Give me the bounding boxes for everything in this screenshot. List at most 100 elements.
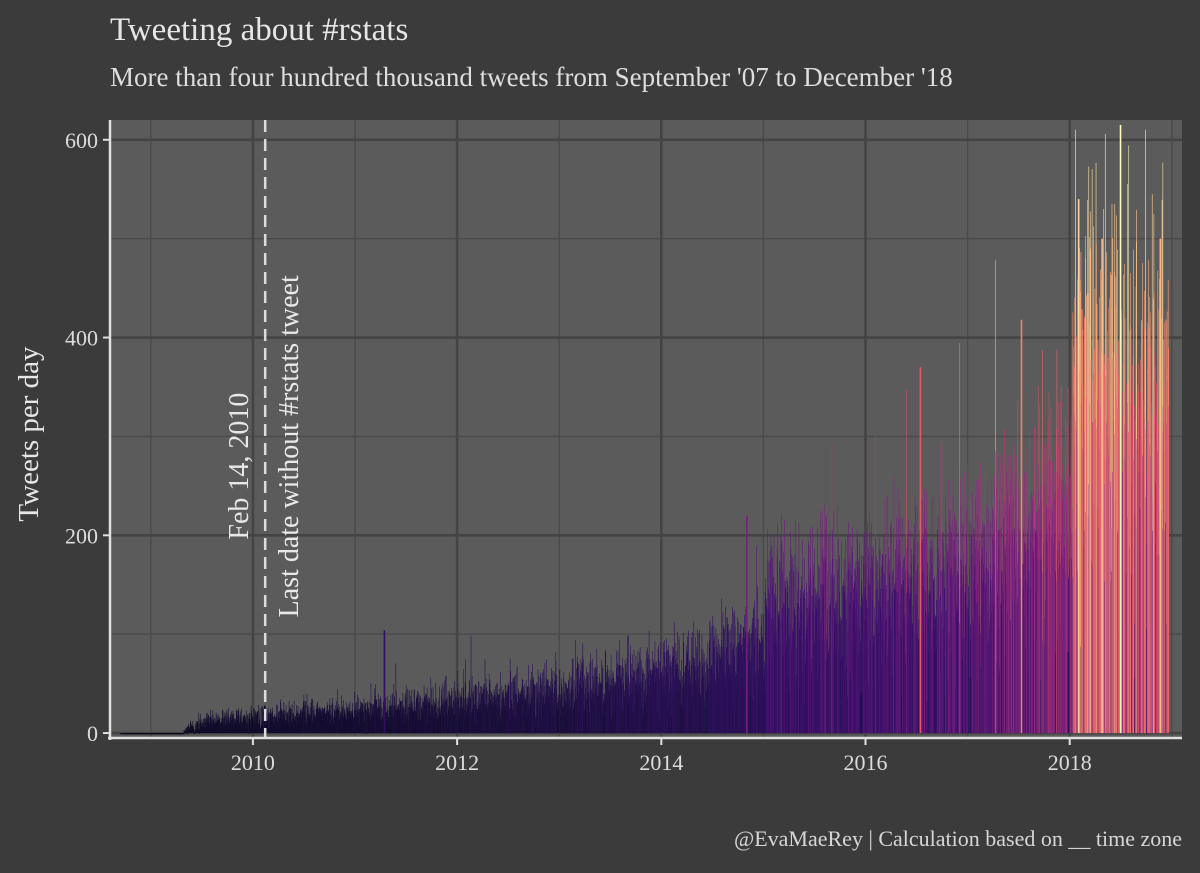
day-bar <box>196 720 197 734</box>
day-bar <box>257 710 259 734</box>
chart-title: Tweeting about #rstats <box>110 12 409 48</box>
day-bar <box>765 578 766 734</box>
day-bar <box>515 693 517 734</box>
day-bar <box>183 731 185 734</box>
day-bar <box>247 723 248 734</box>
day-bar <box>1088 166 1090 734</box>
day-bar <box>193 728 195 734</box>
day-bar <box>619 640 621 734</box>
day-bar <box>1067 387 1069 734</box>
day-bar <box>187 733 189 735</box>
day-bar <box>468 692 470 734</box>
day-bar <box>187 726 189 734</box>
day-bar <box>824 504 825 734</box>
day-bar <box>412 711 414 734</box>
day-bar <box>195 724 196 734</box>
day-bar <box>305 701 307 734</box>
day-bar <box>481 686 482 734</box>
day-bar <box>365 712 367 734</box>
day-bar <box>526 685 528 734</box>
day-bar <box>773 535 775 734</box>
day-bar-peak <box>860 691 862 734</box>
day-bar <box>649 671 651 734</box>
day-bar <box>826 515 827 734</box>
day-bar-peak <box>1101 238 1103 734</box>
day-bar <box>628 635 629 734</box>
day-bar <box>998 529 1000 734</box>
day-bar <box>183 730 185 734</box>
day-bar <box>588 692 590 734</box>
day-bar <box>475 707 477 734</box>
day-bar <box>1000 453 1001 734</box>
day-bar <box>261 707 262 734</box>
day-bar <box>278 711 280 734</box>
day-bar <box>370 703 371 734</box>
day-bar <box>883 573 885 734</box>
day-bar <box>682 632 684 734</box>
day-bar <box>396 709 397 734</box>
day-bar <box>239 717 241 734</box>
day-bar <box>535 685 536 734</box>
day-bar <box>1133 459 1135 734</box>
day-bar <box>705 672 706 734</box>
day-bar <box>318 708 319 734</box>
day-bar <box>690 637 692 734</box>
day-bar <box>959 342 960 734</box>
day-bar <box>1025 544 1026 734</box>
day-bar <box>810 580 812 734</box>
day-bar <box>739 623 741 734</box>
day-bar <box>1087 293 1089 734</box>
day-bar <box>421 698 423 734</box>
day-bar <box>249 712 251 734</box>
y-tick-label: 0 <box>87 721 98 746</box>
day-bar <box>280 702 281 734</box>
day-bar <box>278 711 279 734</box>
day-bar <box>891 521 892 734</box>
day-bar <box>1111 203 1113 734</box>
day-bar <box>749 634 751 734</box>
day-bar <box>648 630 650 734</box>
day-bar <box>445 676 447 734</box>
day-bar <box>1166 423 1167 734</box>
day-bar <box>604 694 605 734</box>
day-bar <box>362 732 364 734</box>
day-bar <box>1085 258 1086 734</box>
day-bar <box>363 698 365 734</box>
day-bar <box>223 721 224 734</box>
day-bar <box>672 655 674 734</box>
day-bar <box>211 718 213 734</box>
day-bar <box>663 642 664 734</box>
day-bar <box>550 688 551 734</box>
day-bar <box>997 447 998 734</box>
day-bar <box>602 677 603 734</box>
axes <box>108 120 1182 740</box>
day-bar <box>542 672 543 734</box>
day-bar <box>392 694 393 734</box>
day-bar <box>737 622 739 734</box>
day-bar <box>316 704 318 734</box>
day-bar <box>191 723 193 734</box>
day-bar <box>395 663 397 734</box>
day-bar <box>789 571 790 734</box>
day-bar <box>1055 571 1057 734</box>
day-bar <box>381 708 383 734</box>
day-bar <box>804 588 805 734</box>
day-bar <box>500 672 501 734</box>
day-bar <box>791 554 792 734</box>
day-bar-peak <box>1077 199 1080 734</box>
day-bar <box>433 699 434 734</box>
day-bar <box>513 677 515 734</box>
day-bar <box>991 477 993 734</box>
day-bar <box>538 676 539 734</box>
day-bar <box>566 687 568 734</box>
day-bar <box>798 606 800 734</box>
day-bar <box>611 678 612 734</box>
day-bar <box>197 723 199 734</box>
day-bar <box>341 695 342 734</box>
day-bar <box>904 536 906 734</box>
day-bar <box>516 665 518 734</box>
day-bar <box>298 713 300 734</box>
day-bar <box>585 679 586 734</box>
daily-tweet-bars <box>120 124 1170 735</box>
day-bar <box>509 658 511 734</box>
